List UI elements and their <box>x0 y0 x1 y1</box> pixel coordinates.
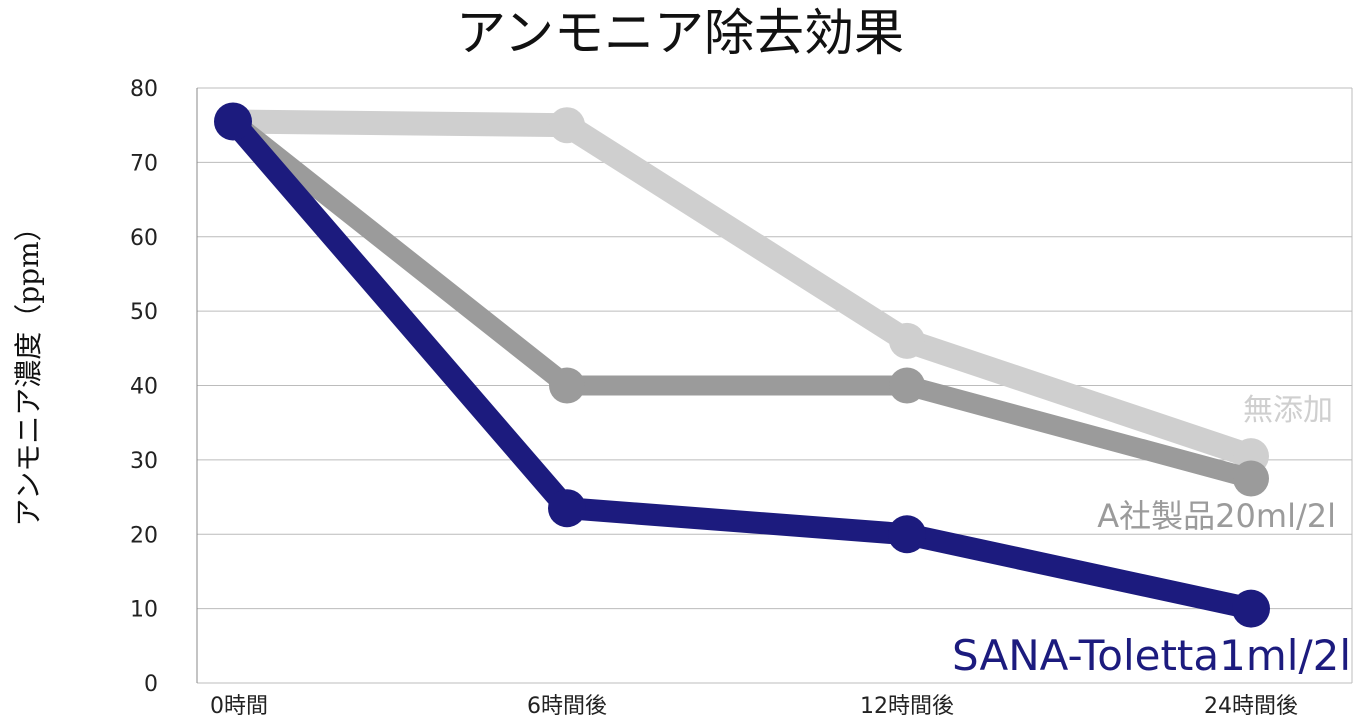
series-line <box>222 110 1262 620</box>
x-tick-label: 24時間後 <box>1204 694 1298 719</box>
data-point <box>548 489 586 528</box>
y-axis-label: アンモニア濃度（ppm） <box>12 213 45 526</box>
data-point <box>889 367 925 404</box>
y-tick-label: 50 <box>130 300 158 325</box>
y-tick-label: 0 <box>144 672 158 697</box>
y-tick-label: 30 <box>130 449 158 474</box>
data-point <box>1232 589 1270 628</box>
y-tick-label: 10 <box>130 598 158 623</box>
series-lines <box>214 102 1270 628</box>
y-tick-label: 70 <box>130 151 158 176</box>
x-tick-label: 12時間後 <box>860 694 954 719</box>
data-point <box>549 367 585 404</box>
data-point <box>549 107 585 144</box>
series-line <box>223 111 1261 489</box>
y-tick-labels: 0 10 20 30 40 50 60 70 80 <box>130 77 158 697</box>
data-point <box>889 322 925 359</box>
x-tick-labels: 0時間 6時間後 12時間後 24時間後 <box>210 694 1298 719</box>
series-line <box>221 109 1263 469</box>
y-tick-label: 20 <box>130 523 158 548</box>
y-tick-label: 60 <box>130 226 158 251</box>
series-3 <box>214 102 1270 628</box>
x-tick-label: 0時間 <box>210 694 268 719</box>
data-point <box>1233 460 1269 497</box>
x-tick-label: 6時間後 <box>527 694 607 719</box>
series-labels: 無添加 A社製品20ml/2l SANA-Toletta1ml/2l <box>952 393 1351 680</box>
y-tick-label: 40 <box>130 375 158 400</box>
chart-title: アンモニア除去効果 <box>456 4 904 62</box>
series-label: SANA-Toletta1ml/2l <box>952 631 1351 680</box>
data-point <box>888 515 926 554</box>
series-label: 無添加 <box>1243 393 1333 428</box>
series-label: A社製品20ml/2l <box>1097 497 1336 535</box>
y-tick-label: 80 <box>130 77 158 102</box>
data-point <box>214 102 252 141</box>
